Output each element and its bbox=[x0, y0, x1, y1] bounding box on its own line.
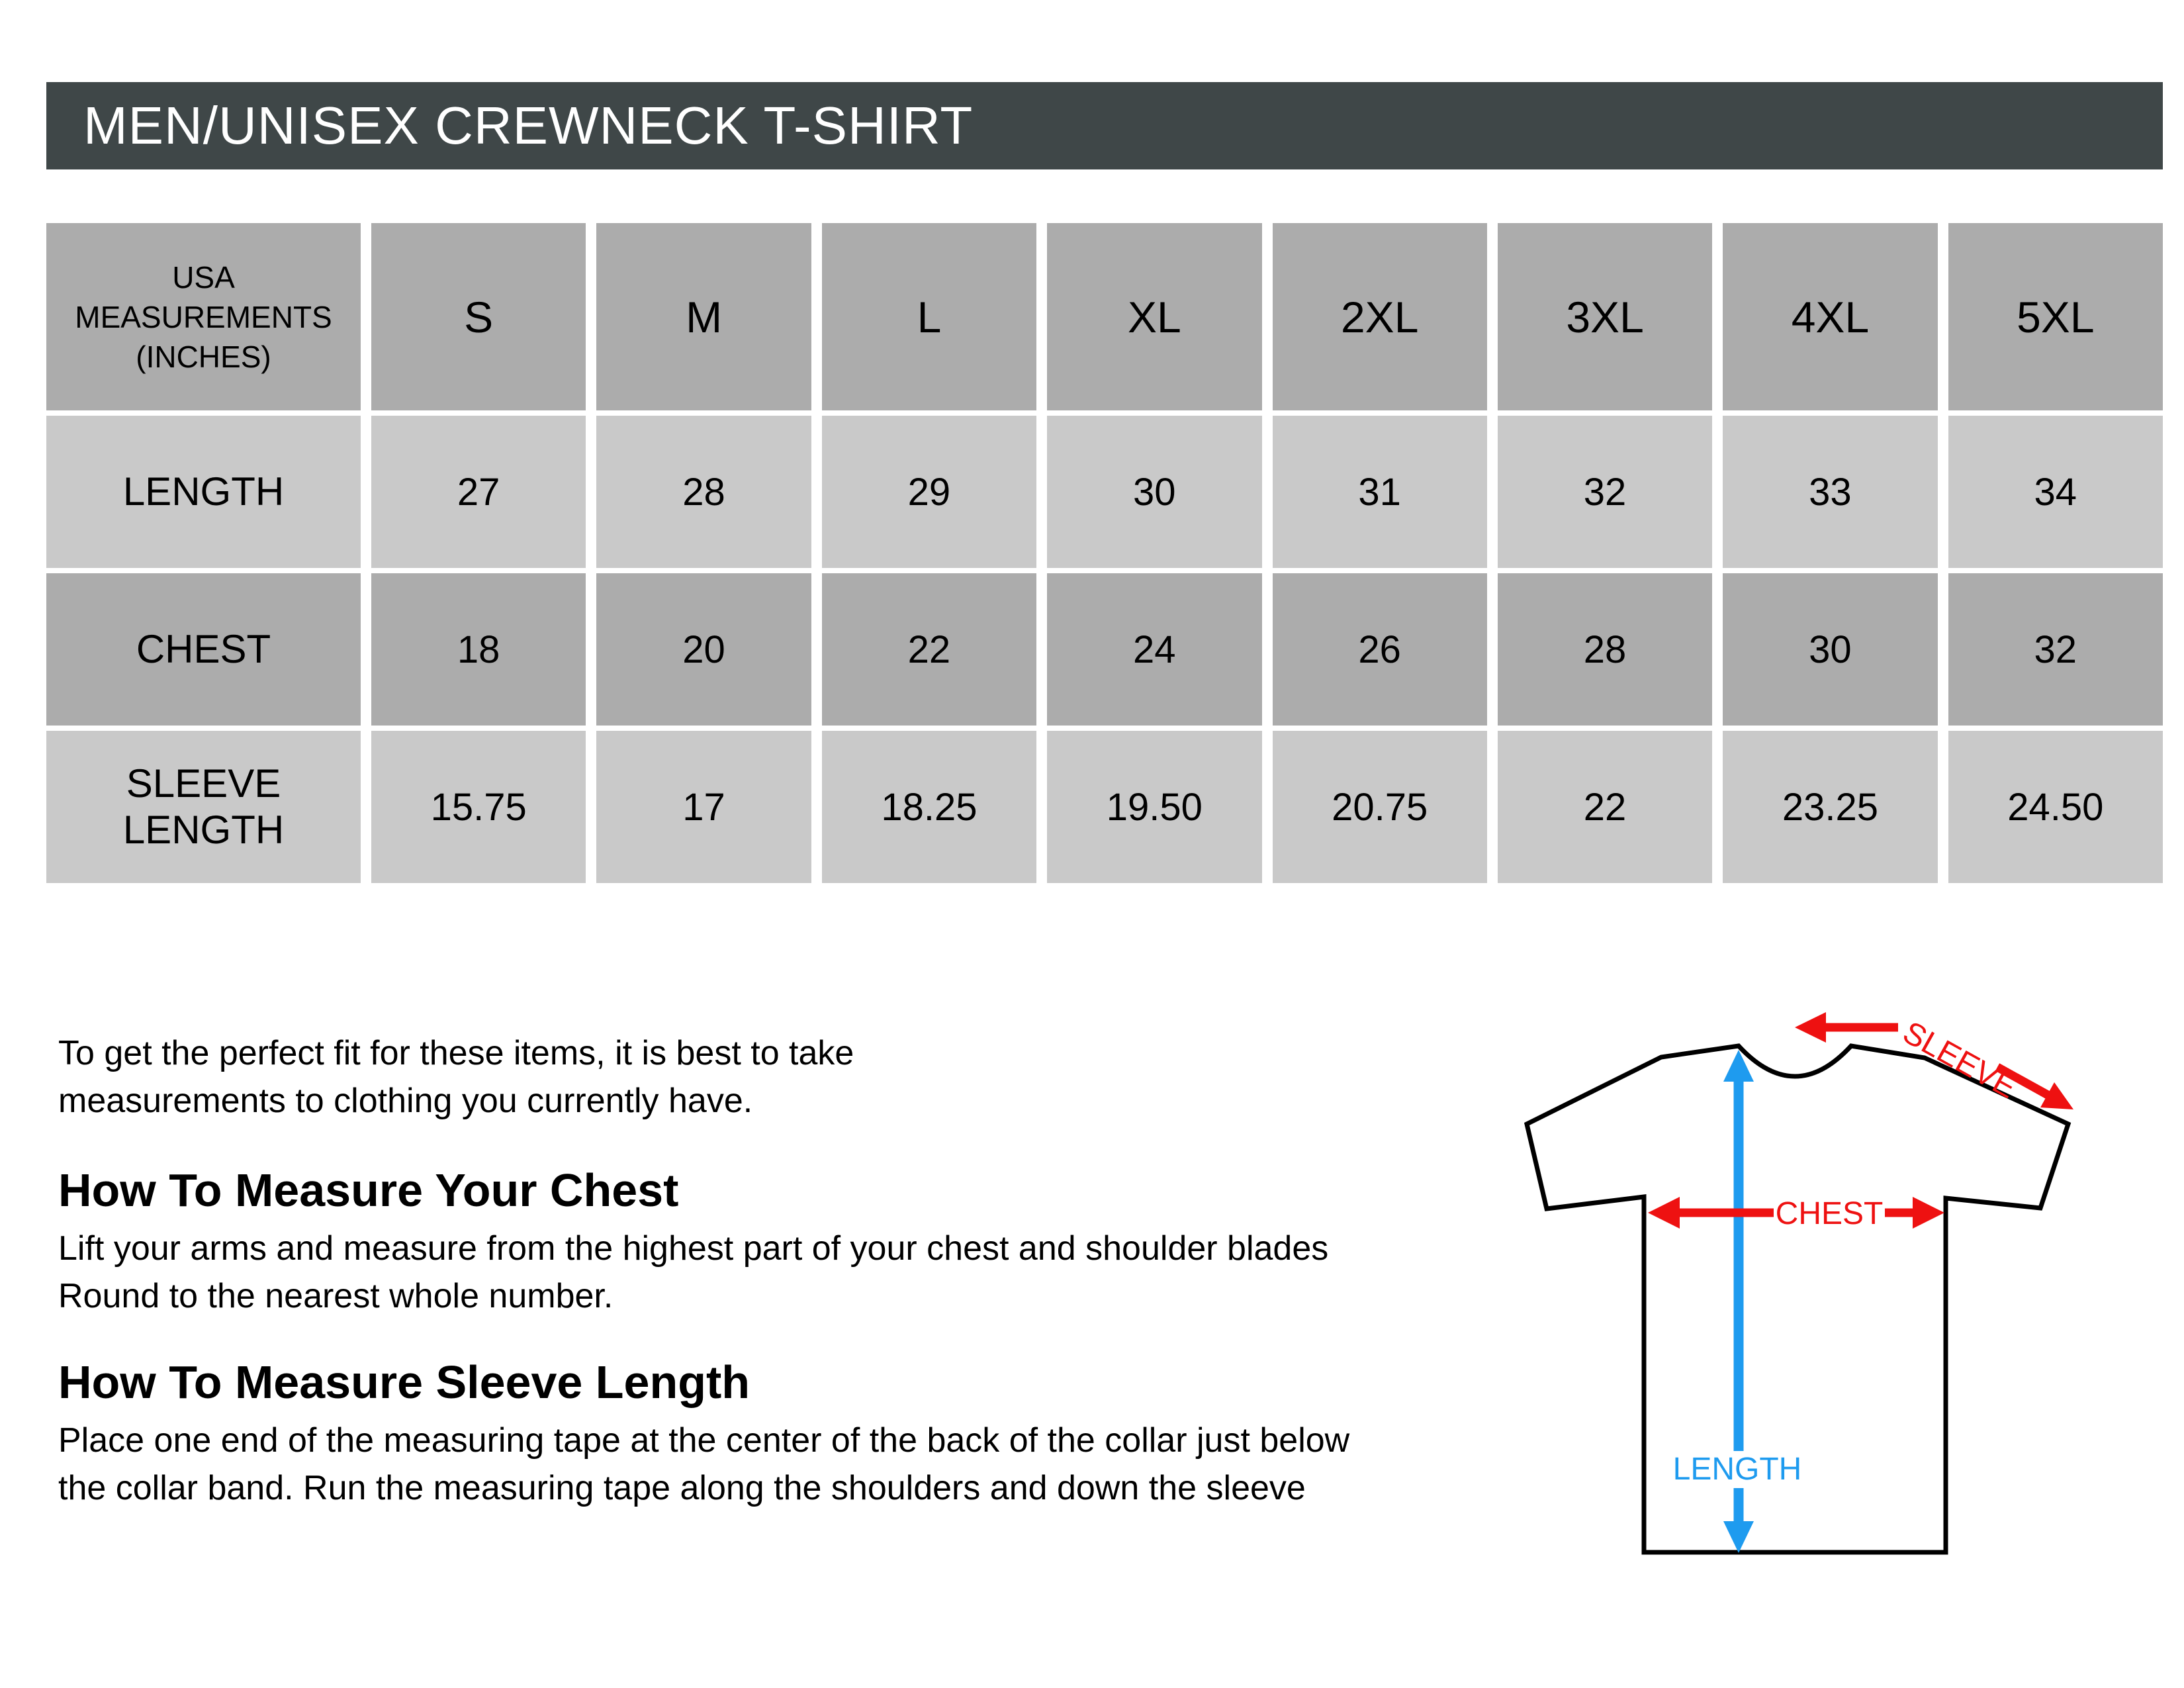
sleeve-value-2xl: 20.75 bbox=[1272, 731, 1487, 883]
length-arrow bbox=[1723, 1050, 1754, 1553]
fit-intro-paragraph: To get the perfect fit for these items, … bbox=[58, 1029, 1647, 1125]
size-header-2xl: 2XL bbox=[1272, 223, 1487, 410]
size-header-m: M bbox=[596, 223, 811, 410]
sleeve-section-line-2: the collar band. Run the measuring tape … bbox=[58, 1469, 1306, 1507]
chest-value-2xl: 26 bbox=[1272, 573, 1487, 726]
length-value-xl: 30 bbox=[1047, 416, 1262, 568]
length-value-5xl: 34 bbox=[1948, 416, 2163, 568]
chest-arrow bbox=[1648, 1197, 1944, 1229]
length-value-l: 29 bbox=[821, 416, 1037, 568]
size-header-l: L bbox=[821, 223, 1037, 410]
chest-section-line-2: Round to the nearest whole number. bbox=[58, 1277, 614, 1315]
instructions-column: To get the perfect fit for these items, … bbox=[58, 1029, 1647, 1512]
tshirt-outline bbox=[1524, 1043, 2071, 1555]
corner-header-cell: USA MEASUREMENTS (INCHES) bbox=[46, 223, 361, 410]
row-label-length: LENGTH bbox=[46, 416, 361, 568]
size-header-5xl: 5XL bbox=[1948, 223, 2163, 410]
chest-value-3xl: 28 bbox=[1497, 573, 1713, 726]
chest-arrow-label: CHEST bbox=[1776, 1196, 1884, 1231]
chest-value-5xl: 32 bbox=[1948, 573, 2163, 726]
length-value-2xl: 31 bbox=[1272, 416, 1487, 568]
sleeve-value-s: 15.75 bbox=[371, 731, 586, 883]
chest-value-s: 18 bbox=[371, 573, 586, 726]
chest-section-text: Lift your arms and measure from the high… bbox=[58, 1225, 1647, 1320]
sleeve-value-4xl: 23.25 bbox=[1723, 731, 1938, 883]
length-arrow-label: LENGTH bbox=[1673, 1452, 1802, 1487]
row-label-sleeve-length: SLEEVE LENGTH bbox=[46, 731, 361, 883]
sleeve-section-text: Place one end of the measuring tape at t… bbox=[58, 1417, 1647, 1512]
sleeve-arrow-left bbox=[1795, 1012, 1898, 1043]
sleeve-arrow-slant bbox=[1995, 1063, 2073, 1109]
sleeve-value-l: 18.25 bbox=[821, 731, 1037, 883]
chest-value-m: 20 bbox=[596, 573, 811, 726]
size-header-s: S bbox=[371, 223, 586, 410]
tshirt-measurement-diagram: LENGTH CHEST SLEEVE bbox=[1489, 980, 2184, 1688]
size-header-4xl: 4XL bbox=[1723, 223, 1938, 410]
chest-section-heading: How To Measure Your Chest bbox=[58, 1164, 679, 1216]
sleeve-value-3xl: 22 bbox=[1497, 731, 1713, 883]
fit-intro-line-1: To get the perfect fit for these items, … bbox=[58, 1034, 854, 1072]
fit-intro-line-2: measurements to clothing you currently h… bbox=[58, 1082, 753, 1120]
size-chart-table: USA MEASUREMENTS (INCHES) S M L XL 2XL 3… bbox=[46, 223, 2163, 883]
chest-value-4xl: 30 bbox=[1723, 573, 1938, 726]
sleeve-value-5xl: 24.50 bbox=[1948, 731, 2163, 883]
length-value-3xl: 32 bbox=[1497, 416, 1713, 568]
size-header-3xl: 3XL bbox=[1497, 223, 1713, 410]
sleeve-section-heading: How To Measure Sleeve Length bbox=[58, 1356, 751, 1408]
row-label-chest: CHEST bbox=[46, 573, 361, 726]
chest-section-line-1: Lift your arms and measure from the high… bbox=[58, 1229, 1329, 1268]
size-header-xl: XL bbox=[1047, 223, 1262, 410]
sleeve-value-xl: 19.50 bbox=[1047, 731, 1262, 883]
length-value-4xl: 33 bbox=[1723, 416, 1938, 568]
chest-value-xl: 24 bbox=[1047, 573, 1262, 726]
sleeve-value-m: 17 bbox=[596, 731, 811, 883]
page-title: MEN/UNISEX CREWNECK T-SHIRT bbox=[83, 96, 974, 155]
title-bar: MEN/UNISEX CREWNECK T-SHIRT bbox=[46, 82, 2163, 169]
chest-value-l: 22 bbox=[821, 573, 1037, 726]
length-value-m: 28 bbox=[596, 416, 811, 568]
sleeve-section-line-1: Place one end of the measuring tape at t… bbox=[58, 1421, 1350, 1460]
length-value-s: 27 bbox=[371, 416, 586, 568]
